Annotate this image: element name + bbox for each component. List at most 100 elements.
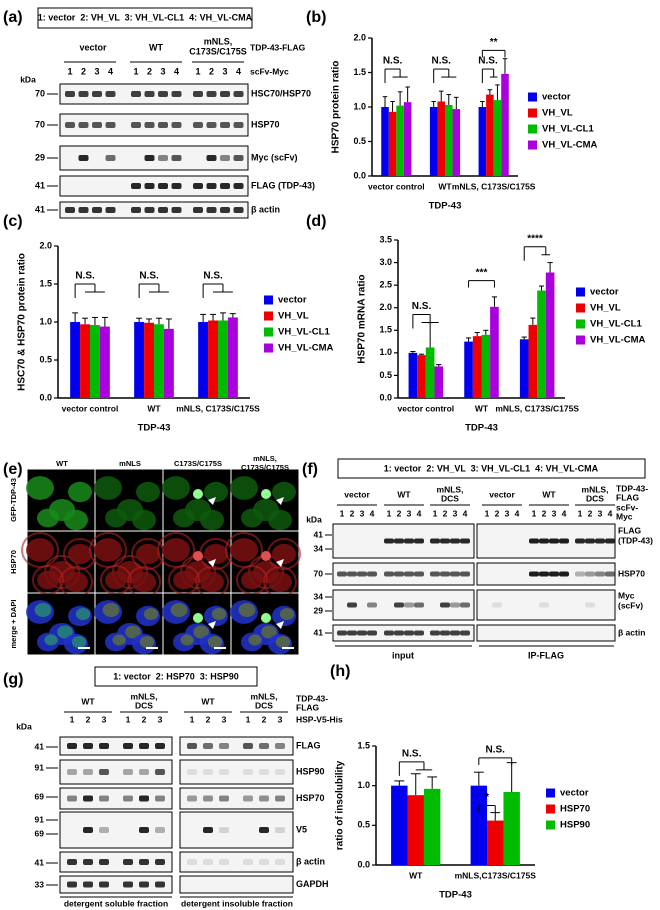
y-tick-label: 0.0 — [353, 170, 366, 180]
blot-band — [575, 571, 585, 577]
blot-band — [595, 538, 605, 544]
cell — [37, 508, 59, 528]
y-axis-title: HSC70 & HSP70 protein ratio — [17, 253, 28, 391]
bar — [90, 325, 100, 398]
blot-band — [220, 122, 230, 128]
legend-box — [94, 666, 258, 687]
cell-overlay — [279, 608, 295, 620]
cell — [230, 476, 258, 500]
blot-strip — [476, 589, 616, 621]
label: 33 — [35, 879, 45, 889]
cell-overlay — [275, 636, 291, 648]
label: 2 — [209, 66, 214, 76]
legend-label: vector — [542, 92, 571, 103]
bar — [391, 785, 408, 865]
blot-band — [67, 881, 77, 888]
blot-band — [539, 571, 549, 577]
blot-strip — [179, 875, 294, 894]
bar — [487, 820, 504, 865]
cell-overlay — [71, 636, 87, 648]
blot-band — [83, 743, 93, 749]
label: 2 — [86, 714, 91, 724]
y-tick-label: 0.5 — [379, 370, 392, 380]
blot-band — [206, 91, 217, 97]
y-tick-label: 3.0 — [379, 257, 392, 267]
blot-band — [233, 155, 244, 161]
label: WT — [201, 696, 215, 706]
blot-band — [187, 769, 197, 775]
blot-band — [233, 91, 244, 97]
x-tick-label: WT — [147, 403, 161, 413]
blot-band — [158, 91, 168, 97]
bar — [163, 328, 174, 398]
cell — [68, 543, 92, 565]
label: mNLS, — [204, 36, 233, 46]
bar — [501, 73, 509, 176]
annotation: ** — [490, 37, 498, 48]
blot-band — [105, 122, 116, 128]
label: 2 — [147, 66, 152, 76]
y-tick-label: 1.0 — [357, 780, 370, 790]
annotation: N.S. — [432, 56, 452, 67]
label: 1: vector 2: VH_VL 3: VH_VL-CL1 4: VH_VL… — [384, 463, 599, 473]
legend-label: VH_VL-CMA — [542, 140, 598, 151]
cell — [26, 476, 54, 500]
blot-band — [67, 795, 77, 802]
blot-band — [529, 538, 539, 544]
blot-band — [259, 827, 269, 833]
y-tick-label: 0.5 — [39, 354, 52, 364]
x-tick-label: mNLS, C173S/C175S — [176, 403, 260, 413]
blot-band — [585, 602, 595, 608]
bar — [429, 107, 438, 176]
blot-band — [367, 602, 377, 608]
bar — [417, 355, 426, 398]
label: 2 — [397, 508, 402, 518]
blot-band — [171, 207, 182, 213]
blot-band — [139, 769, 149, 775]
blot-band — [155, 859, 165, 865]
blot-band — [219, 859, 229, 865]
blot-band — [123, 881, 133, 888]
annotation: N.S. — [75, 271, 95, 282]
blot-band — [105, 155, 116, 161]
bar — [503, 792, 520, 865]
blot-band — [67, 743, 77, 749]
blot-band — [440, 538, 450, 544]
y-tick-label: 1.0 — [39, 316, 52, 326]
blot-band — [539, 538, 549, 544]
blot-band — [605, 538, 615, 544]
legend-swatch — [264, 295, 273, 305]
label: 41 — [35, 180, 45, 190]
bar — [80, 324, 90, 398]
arrowhead — [208, 497, 216, 505]
blot-band — [220, 207, 230, 213]
legend-swatch — [528, 92, 537, 102]
y-tick-label: 1.5 — [357, 740, 370, 750]
blot-band — [259, 769, 269, 775]
bar — [425, 347, 435, 398]
blot-band — [585, 571, 595, 577]
label: β actin — [251, 204, 280, 214]
label: 4 — [608, 508, 613, 518]
blot-band — [144, 155, 155, 161]
blot-band — [275, 769, 285, 775]
blot-band — [559, 571, 569, 577]
blot-band — [549, 571, 559, 577]
cell — [200, 571, 224, 593]
blot-band — [275, 827, 285, 833]
label: 1 — [340, 508, 345, 518]
blot-strip — [59, 736, 173, 756]
legend-label: HSP90 — [560, 820, 590, 831]
cell — [68, 481, 92, 503]
legend-label: vector — [560, 788, 589, 799]
y-axis-title: ratio of insolubility — [335, 760, 346, 850]
blot-band — [139, 827, 149, 833]
bar — [208, 320, 218, 398]
legend-swatch — [576, 303, 585, 313]
granule — [261, 489, 271, 499]
label: 2 — [206, 714, 211, 724]
blot-band — [549, 538, 559, 544]
blot-band — [559, 538, 569, 544]
blot-band — [233, 122, 244, 128]
